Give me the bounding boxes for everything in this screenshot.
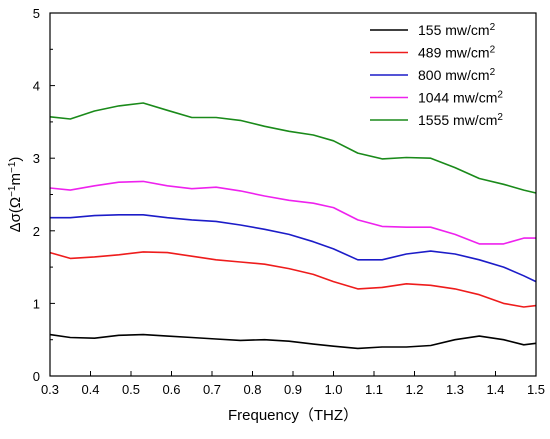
legend-label-text: 800 mw/cm [418,67,490,83]
x-tick-label: 0.9 [284,382,302,397]
x-axis-title: Frequency（THZ） [228,407,358,424]
legend-label-3: 1044 mw/cm2 [418,89,503,106]
y-axis-title: Δσ(Ω−1m−1) [7,157,25,233]
legend-label-sup: 2 [490,44,496,55]
series-line-1 [49,251,537,308]
y-axis-title-main: Δσ(Ω [7,197,24,233]
x-tick-label: 1.4 [486,382,504,397]
y-axis-title-sup2: −1 [7,161,18,173]
y-tick-label: 3 [33,151,40,166]
x-axis: 0.3 0.4 0.5 0.6 0.7 0.8 0.9 1.0 1.1 1.2 1.3 1.4 1.5 [41,371,545,397]
legend-label-text: 1044 mw/cm [418,90,497,106]
legend-label-sup: 2 [490,22,496,33]
y-axis-title-end: ) [7,157,24,162]
legend-label-text: 489 mw/cm [418,45,490,61]
y-tick-label: 2 [33,224,40,239]
legend-label-text: 155 mw/cm [418,22,490,38]
x-tick-label: 1.3 [446,382,464,397]
legend-label-sup: 2 [497,112,503,123]
series-line-4 [49,102,537,194]
y-tick-label: 1 [33,296,40,311]
y-tick-label: 5 [33,6,40,21]
x-tick-label: 0.6 [162,382,180,397]
series-line-0 [49,333,537,350]
x-tick-label: 0.4 [81,382,99,397]
y-axis-title-mid: m [7,173,24,186]
y-tick-label: 0 [33,369,40,384]
x-tick-label: 0.5 [122,382,140,397]
series-layer [49,102,537,350]
y-tick-label: 4 [33,79,40,94]
x-tick-label: 1.1 [365,382,383,397]
legend-label-2: 800 mw/cm2 [418,67,496,84]
series-line-2 [50,214,537,283]
x-tick-label: 0.8 [243,382,261,397]
legend-label-4: 1555 mw/cm2 [418,112,503,129]
legend-label-0: 155 mw/cm2 [418,22,496,39]
x-tick-label: 1.0 [324,382,342,397]
legend-label-sup: 2 [497,89,503,100]
y-axis: 0 1 2 3 4 5 [33,6,55,384]
x-tick-label: 0.7 [203,382,221,397]
legend-label-1: 489 mw/cm2 [418,44,496,61]
y-axis-title-sup1: −1 [7,185,18,197]
legend-label-sup: 2 [490,67,496,78]
series-line-3 [49,180,536,245]
x-tick-label: 0.3 [41,382,59,397]
x-tick-label: 1.2 [405,382,423,397]
x-tick-label: 1.5 [527,382,545,397]
legend-label-text: 1555 mw/cm [418,112,497,128]
